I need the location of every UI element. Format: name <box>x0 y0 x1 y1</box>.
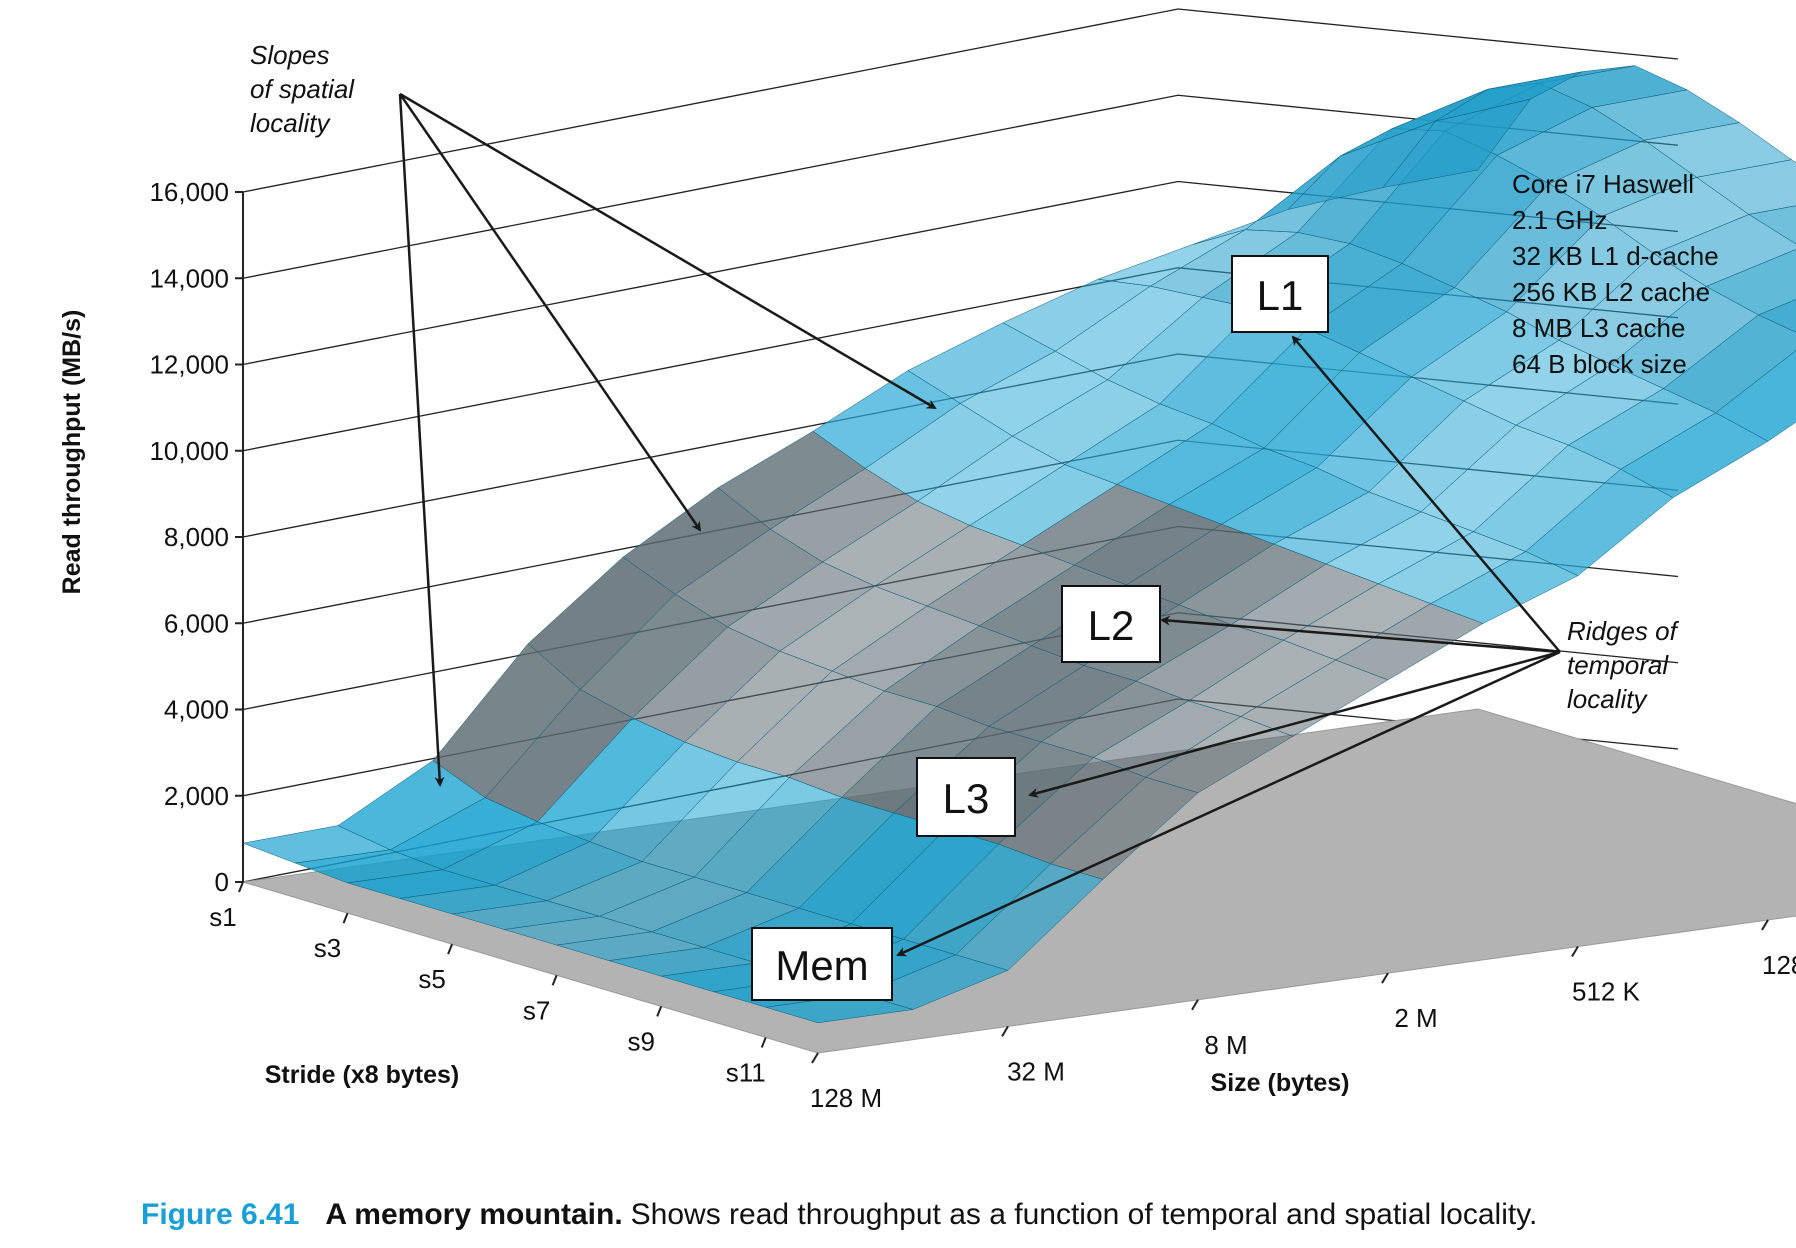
stride-tick-mark <box>551 974 558 986</box>
stride-tick-label: s9 <box>627 1026 654 1056</box>
slopes-annotation: Slopes of spatial locality <box>250 40 355 138</box>
y-tick-label: 4,000 <box>164 695 229 725</box>
annotation-arrow <box>398 93 445 787</box>
stride-tick-label: s3 <box>314 933 341 963</box>
y-tick-label: 12,000 <box>149 350 229 380</box>
spec-line: 64 B block size <box>1512 349 1687 379</box>
y-tick-label: 10,000 <box>149 436 229 466</box>
ridges-line: temporal <box>1567 650 1669 680</box>
machine-spec-list: Core i7 Haswell 2.1 GHz 32 KB L1 d-cache… <box>1512 169 1719 379</box>
surface-cell <box>1748 205 1796 245</box>
annotation-arrow <box>896 650 1561 957</box>
ridges-annotation: Ridges of temporal locality <box>1567 616 1680 714</box>
spec-line: 2.1 GHz <box>1512 205 1607 235</box>
stride-tick-label: s7 <box>523 995 550 1025</box>
stride-axis-label: Stride (x8 bytes) <box>265 1061 460 1089</box>
svg-text:Mem: Mem <box>775 942 868 989</box>
spec-line: 32 KB L1 d-cache <box>1512 241 1719 271</box>
caption-number: Figure 6.41 <box>141 1198 300 1231</box>
gridline <box>242 8 1679 193</box>
annotation-arrow <box>398 93 702 532</box>
size-tick-label: 32 M <box>1007 1056 1065 1086</box>
stride-tick-mark <box>342 912 349 924</box>
slopes-line: locality <box>250 108 331 138</box>
y-tick-label: 2,000 <box>164 781 229 811</box>
size-tick-label: 8 M <box>1204 1030 1247 1060</box>
svg-text:L3: L3 <box>943 775 990 822</box>
size-tick-label: 128 M <box>810 1083 882 1113</box>
y-axis-label: Read throughput (MB/s) <box>58 310 86 595</box>
surface-cell <box>1382 98 1531 188</box>
y-tick-label: 0 <box>215 867 229 897</box>
ridges-line: Ridges of <box>1567 616 1680 646</box>
stride-tick-label: s1 <box>209 902 236 932</box>
figure-caption: Figure 6.41 A memory mountain. Shows read … <box>141 1198 1781 1232</box>
stride-tick-label: s5 <box>418 964 445 994</box>
size-tick-mark <box>1761 919 1769 931</box>
svg-text:L1: L1 <box>1257 272 1304 319</box>
annotations <box>398 92 1561 957</box>
size-tick-mark <box>1191 999 1199 1011</box>
caption-title: A memory mountain. <box>325 1198 623 1231</box>
svg-text:L2: L2 <box>1088 602 1135 649</box>
size-tick-mark <box>1001 1025 1009 1037</box>
annotation-arrow <box>399 92 937 410</box>
spec-line: Core i7 Haswell <box>1512 169 1694 199</box>
caption-text: Shows read throughput as a function of t… <box>630 1198 1538 1231</box>
size-axis-label: Size (bytes) <box>1211 1069 1350 1097</box>
size-tick-mark <box>1571 946 1579 958</box>
l2-label-box: L2 <box>1061 585 1161 663</box>
y-tick-label: 14,000 <box>149 263 229 293</box>
size-tick-mark <box>1381 972 1389 984</box>
l1-label-box: L1 <box>1231 255 1329 333</box>
surface-cell <box>1757 299 1796 333</box>
slopes-line: of spatial <box>250 74 355 104</box>
size-tick-label: 128 K <box>1762 950 1796 980</box>
stride-tick-mark <box>447 943 454 955</box>
throughput-surface <box>242 65 1796 1024</box>
annotation-arrow <box>1028 650 1561 798</box>
slopes-line: Slopes <box>250 40 330 70</box>
y-tick-label: 6,000 <box>164 608 229 638</box>
stride-tick-mark <box>656 1005 663 1017</box>
annotation-arrow <box>1160 615 1561 654</box>
stride-tick-label: s11 <box>726 1057 766 1087</box>
y-tick-label: 16,000 <box>149 177 229 207</box>
size-tick-mark <box>811 1052 819 1064</box>
stride-tick-mark <box>760 1037 767 1048</box>
y-tick-label: 8,000 <box>164 522 229 552</box>
size-tick-label: 512 K <box>1572 977 1641 1007</box>
ridges-line: locality <box>1567 684 1648 714</box>
mem-label-box: Mem <box>751 927 893 1001</box>
stride-tick-mark <box>238 881 244 893</box>
spec-line: 8 MB L3 cache <box>1512 313 1685 343</box>
size-tick-label: 2 M <box>1394 1003 1437 1033</box>
annotation-arrow <box>1291 335 1561 653</box>
l3-label-box: L3 <box>916 757 1016 837</box>
spec-line: 256 KB L2 cache <box>1512 277 1710 307</box>
axis-ticks: 0 2,000 4,000 6,000 8,000 10,000 12,000 14,000 1… <box>149 177 1796 1113</box>
